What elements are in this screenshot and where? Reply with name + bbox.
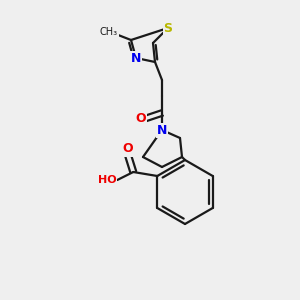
Text: HO: HO bbox=[98, 175, 117, 185]
Text: CH₃: CH₃ bbox=[100, 27, 118, 37]
Text: S: S bbox=[164, 22, 172, 34]
Text: N: N bbox=[131, 52, 141, 64]
Text: O: O bbox=[122, 142, 133, 155]
Text: N: N bbox=[157, 124, 167, 136]
Text: O: O bbox=[136, 112, 146, 124]
